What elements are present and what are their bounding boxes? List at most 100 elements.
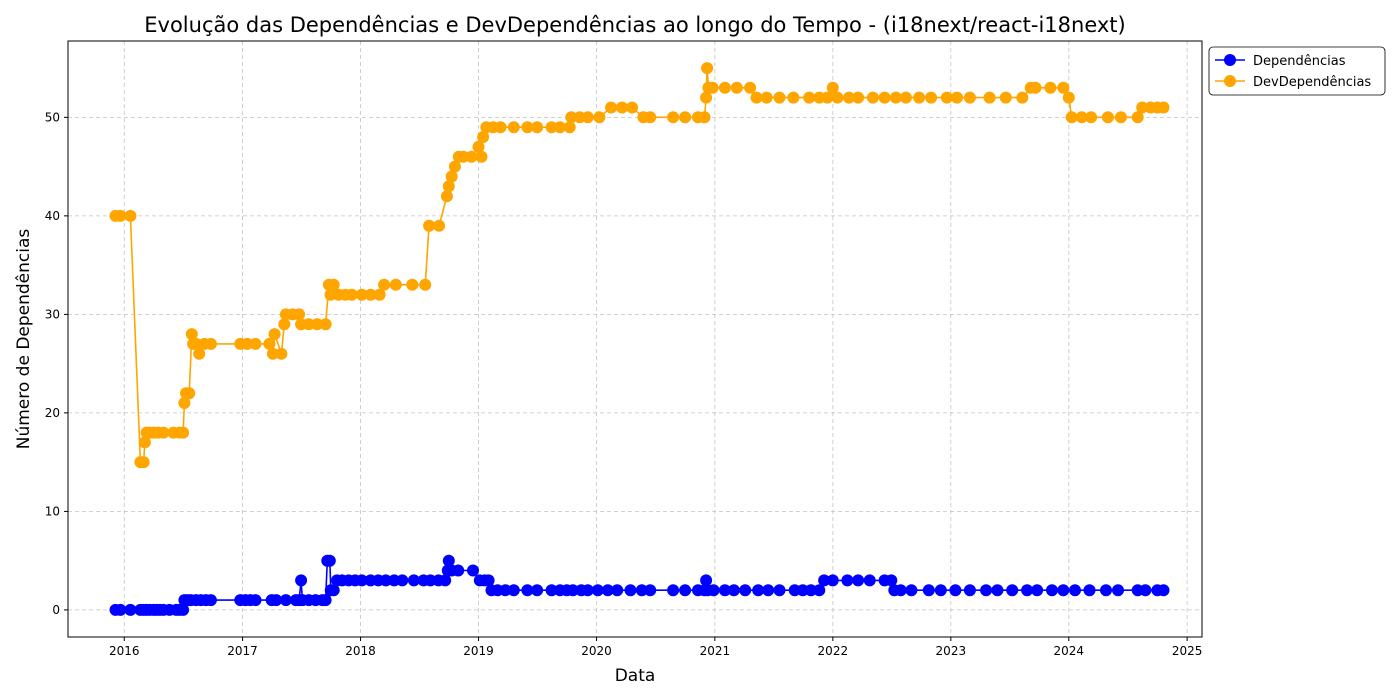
data-point-devdependencias: [278, 318, 291, 331]
data-point-devdependencias: [826, 81, 839, 94]
data-point-devdependencias: [345, 288, 358, 301]
series-devdependencias: [109, 62, 1170, 469]
data-point-devdependencias: [889, 91, 902, 104]
data-point-dependencias: [249, 594, 262, 607]
data-point-dependencias: [718, 584, 731, 597]
data-point-devdependencias: [472, 140, 485, 153]
data-point-devdependencias: [698, 111, 711, 124]
legend-marker-dependencias: [1224, 54, 1236, 66]
data-point-devdependencias: [311, 318, 324, 331]
data-point-dependencias: [1112, 584, 1124, 597]
data-point-dependencias: [1139, 584, 1152, 597]
data-point-devdependencias: [249, 337, 262, 350]
data-point-dependencias: [762, 584, 775, 597]
y-axis: 0 10 20 30 40 50: [45, 110, 68, 617]
data-point-dependencias: [177, 603, 190, 616]
data-point-devdependencias: [1157, 101, 1170, 114]
data-point-dependencias: [818, 574, 831, 587]
data-point-dependencias: [1006, 584, 1019, 597]
data-point-devdependencias: [364, 288, 377, 301]
data-point-devdependencias: [185, 328, 198, 341]
data-point-devdependencias: [124, 209, 137, 222]
data-point-dependencias: [1069, 584, 1081, 597]
x-tick-label: 2021: [700, 644, 731, 658]
y-tick-label: 20: [45, 406, 60, 420]
data-point-dependencias: [922, 584, 935, 597]
data-point-devdependencias: [406, 278, 419, 291]
x-tick-label: 2023: [936, 644, 967, 658]
data-point-dependencias: [885, 574, 898, 587]
data-point-devdependencias: [319, 318, 332, 331]
data-point-dependencias: [934, 584, 947, 597]
data-point-devdependencias: [204, 337, 217, 350]
data-point-devdependencias: [355, 288, 368, 301]
data-point-dependencias: [204, 594, 217, 607]
series-layer: [109, 62, 1170, 616]
data-point-devdependencias: [787, 91, 800, 104]
data-point-devdependencias: [831, 91, 844, 104]
data-point-devdependencias: [177, 426, 190, 439]
data-point-dependencias: [624, 584, 637, 597]
data-point-dependencias: [1031, 584, 1044, 597]
data-point-dependencias: [773, 584, 786, 597]
data-point-dependencias: [499, 584, 512, 597]
data-point-devdependencias: [983, 91, 996, 104]
data-point-devdependencias: [268, 328, 281, 341]
data-point-devdependencias: [1131, 111, 1144, 124]
data-point-devdependencias: [913, 91, 926, 104]
data-point-dependencias: [644, 584, 657, 597]
data-point-devdependencias: [554, 121, 566, 134]
data-point-devdependencias: [565, 111, 578, 124]
data-point-devdependencias: [581, 111, 594, 124]
legend-label-dependencias: Dependências: [1253, 54, 1346, 69]
data-point-devdependencias: [442, 180, 455, 193]
data-point-dependencias: [739, 584, 752, 597]
data-point-dependencias: [566, 584, 579, 597]
y-tick-label: 50: [45, 110, 60, 124]
y-tick-label: 0: [52, 603, 60, 617]
data-point-dependencias: [852, 574, 865, 587]
data-point-dependencias: [482, 574, 495, 587]
legend-label-devdependencias: DevDependências: [1253, 75, 1371, 90]
data-point-dependencias: [545, 584, 558, 597]
data-point-devdependencias: [667, 111, 680, 124]
data-point-dependencias: [521, 584, 534, 597]
data-point-devdependencias: [852, 91, 865, 104]
data-point-devdependencias: [1136, 101, 1149, 114]
data-point-devdependencias: [302, 318, 315, 331]
data-point-devdependencias: [626, 101, 639, 114]
data-point-dependencias: [611, 584, 624, 597]
legend-box: [1208, 46, 1386, 96]
data-point-devdependencias: [1057, 81, 1070, 94]
y-axis-title: Número de Dependências: [14, 229, 34, 450]
data-point-devdependencias: [760, 91, 773, 104]
data-point-dependencias: [905, 584, 918, 597]
data-point-devdependencias: [718, 81, 731, 94]
data-point-dependencias: [396, 574, 409, 587]
data-point-devdependencias: [448, 160, 461, 173]
data-point-devdependencias: [373, 288, 386, 301]
data-point-dependencias: [323, 554, 336, 567]
data-point-dependencias: [452, 564, 465, 577]
data-point-dependencias: [124, 603, 137, 616]
data-point-dependencias: [1046, 584, 1058, 597]
data-point-devdependencias: [1029, 81, 1042, 94]
x-axis: 2016 2017 2018 2019 2020 2021 2022 2023 2024 2025: [109, 637, 1202, 658]
data-point-devdependencias: [605, 101, 618, 114]
data-point-devdependencias: [114, 209, 127, 222]
data-point-devdependencias: [644, 111, 657, 124]
data-point-dependencias: [355, 574, 368, 587]
data-point-devdependencias: [593, 111, 606, 124]
x-tick-label: 2020: [581, 644, 612, 658]
data-point-dependencias: [752, 584, 765, 597]
data-point-devdependencias: [750, 91, 763, 104]
data-point-devdependencias: [843, 91, 855, 104]
data-point-dependencias: [507, 584, 520, 597]
data-point-dependencias: [279, 594, 292, 607]
data-point-dependencias: [601, 584, 614, 597]
data-point-devdependencias: [241, 337, 254, 350]
data-point-devdependencias: [951, 91, 963, 104]
data-point-devdependencias: [193, 347, 206, 360]
data-point-devdependencias: [899, 91, 912, 104]
